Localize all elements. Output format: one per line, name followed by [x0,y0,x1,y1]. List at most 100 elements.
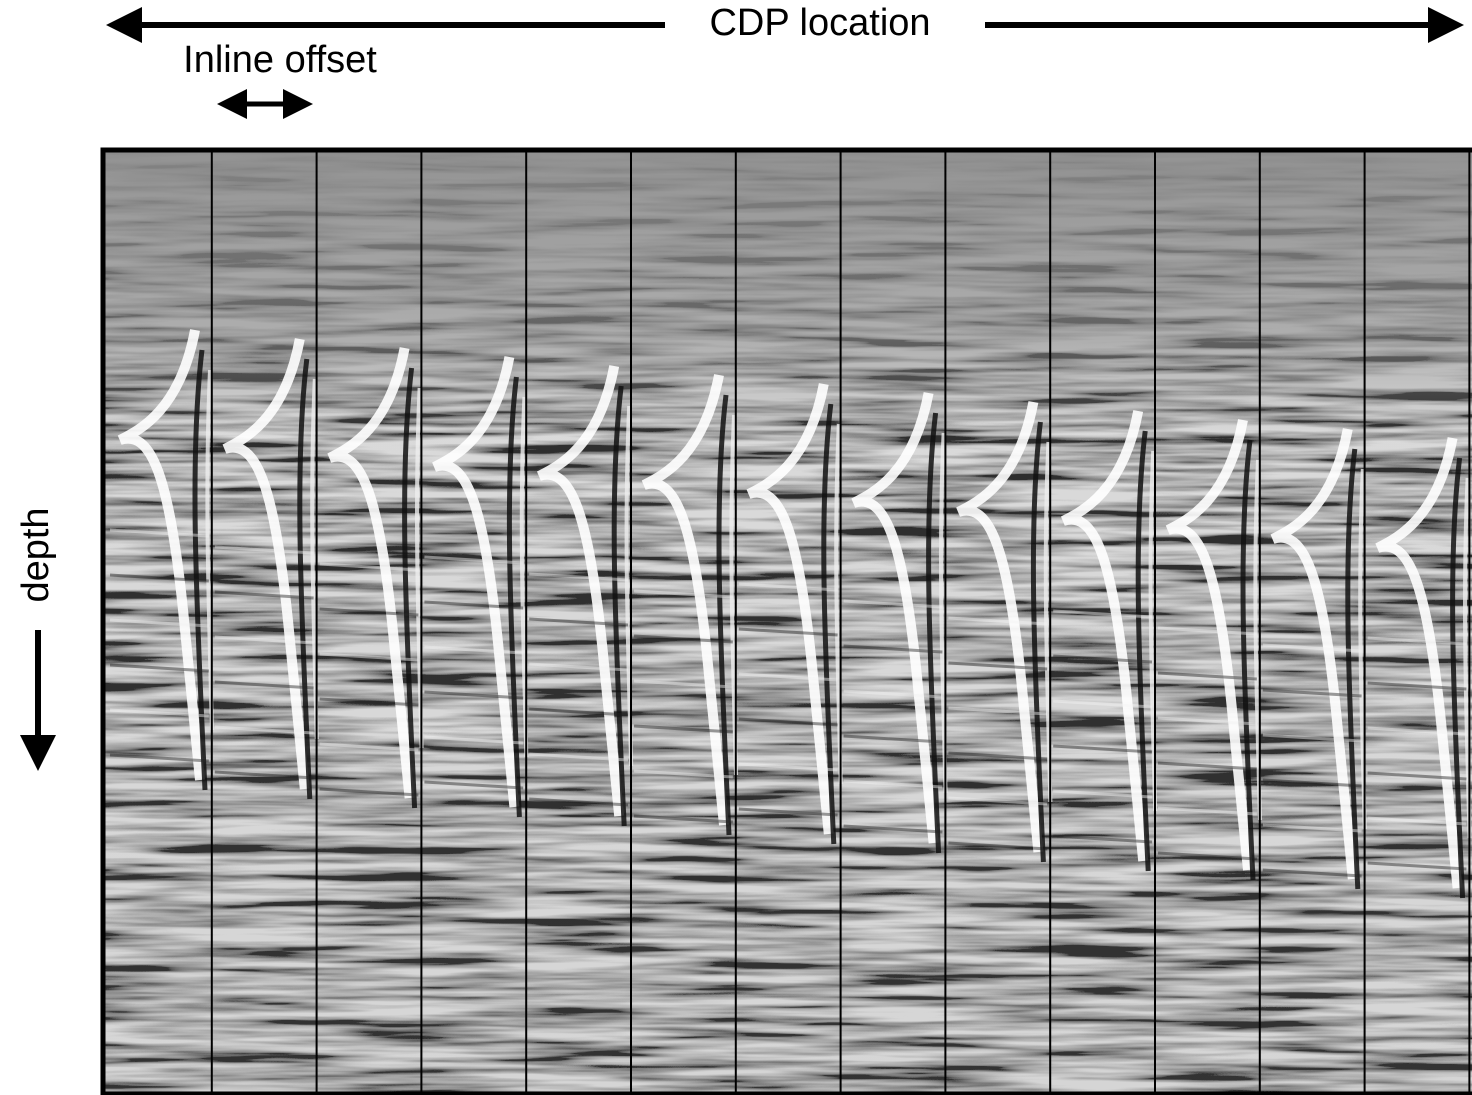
reflector [529,752,629,762]
reflector [926,412,942,854]
reflector [843,689,943,699]
reflector [641,374,729,826]
reflector [109,753,209,763]
reflector [214,635,314,645]
reflector [821,403,837,845]
reflector [1030,421,1046,863]
reflector [319,697,419,707]
reflector [214,770,314,780]
reflector [319,607,419,617]
reflector [214,680,314,690]
reflector [1358,468,1367,830]
reflector [1462,477,1472,839]
frame [100,147,1472,1095]
reflector [1262,733,1362,743]
reflector [1043,441,1053,803]
reflector [205,369,214,731]
reflector [424,690,524,700]
reflector [319,742,419,752]
reflector [633,634,733,644]
reflector [1053,834,1153,844]
reflector [319,787,419,797]
reflector [529,707,629,717]
reflector [414,387,424,749]
reflector [716,394,732,836]
reflector [192,349,208,791]
reflector [109,708,209,718]
reflector [506,376,522,818]
reflector [424,780,524,790]
reflector [1262,643,1362,653]
reflector [1345,448,1361,890]
subtitle: Inline offset [183,39,377,81]
title: CDP location [709,2,930,44]
reflector [633,679,733,689]
reflector [529,617,629,627]
reflector [1367,636,1467,646]
reflector [948,796,1048,806]
reflector [1450,457,1466,899]
reflector [310,378,319,740]
reflector [1367,681,1467,691]
reflector [1262,823,1362,833]
reflector [1262,688,1362,698]
reflector [1367,816,1467,826]
reflector [432,356,520,808]
reflector [1157,806,1257,816]
reflector [746,383,834,835]
reflector [948,616,1048,626]
reflector [1060,410,1149,862]
reflector [738,627,838,637]
fade [105,152,1472,1092]
reflector [1375,437,1463,889]
reflector [633,769,733,779]
reflector [214,725,314,735]
reflector [624,405,634,767]
reflector [424,555,524,565]
reflector [109,663,209,673]
reflector [529,572,629,582]
reflector [1253,459,1262,821]
reflector [1053,744,1153,754]
reflector [109,528,209,538]
reflector [1157,671,1257,681]
reflector [843,599,943,609]
reflector [214,590,314,600]
reflector [327,347,415,799]
reflector [938,432,948,794]
reflector [319,562,419,572]
reflector [834,423,843,785]
reflector [843,644,943,654]
reflector [633,724,733,734]
reflector [424,600,524,610]
reflector [633,814,733,824]
reflector [948,841,1048,851]
reflector [1157,851,1257,861]
reflector [519,396,529,758]
reflector [529,662,629,672]
reflector [738,807,838,817]
reflector [1148,450,1158,812]
reflector [222,338,310,790]
reflector [1053,654,1153,664]
reflector [843,779,943,789]
reflector [1270,428,1358,880]
reflector [424,735,524,745]
seismic-image [105,152,1472,1092]
reflector [1053,609,1153,619]
reflector [738,717,838,727]
reflector [1367,726,1467,736]
reflector [948,706,1048,716]
axis-label: depth [15,507,57,602]
reflector [956,401,1044,853]
reflector [1157,716,1257,726]
reflector [424,645,524,655]
reflector [109,573,209,583]
reflector [1053,699,1153,709]
reflector [1367,861,1467,871]
reflector [851,392,939,844]
reflector [1135,430,1151,872]
reflector [738,672,838,682]
